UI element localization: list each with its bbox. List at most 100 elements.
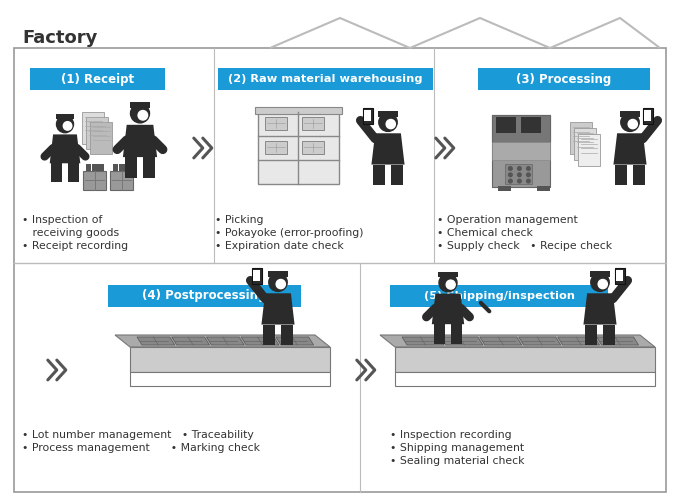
Bar [478,68,650,90]
Bar [615,268,624,284]
Bar [645,110,651,120]
Bar [362,108,373,124]
Bar [130,102,150,108]
Bar [143,157,155,178]
Text: (3) Processing: (3) Processing [516,72,611,86]
Bar [390,285,608,307]
Bar [602,324,615,345]
Bar [263,324,275,345]
Circle shape [517,180,521,183]
Bar [119,164,124,170]
Bar [578,134,600,166]
Bar [99,164,104,170]
Bar [130,347,330,372]
Text: • Inspection of: • Inspection of [22,215,103,225]
Bar [125,164,131,170]
Bar [14,48,666,492]
Bar [574,128,596,160]
Bar [67,164,79,182]
Bar [86,164,91,170]
Circle shape [63,122,72,130]
Polygon shape [519,337,561,345]
Circle shape [517,166,521,170]
Bar [281,324,292,345]
Circle shape [269,273,287,291]
Text: • Pokayoke (error-proofing): • Pokayoke (error-proofing) [215,228,364,238]
Bar [492,114,550,186]
Circle shape [509,166,512,170]
Bar [109,170,133,190]
Bar [254,107,341,114]
Text: (2) Raw material warehousing: (2) Raw material warehousing [228,74,423,84]
Circle shape [379,113,397,132]
Polygon shape [371,134,405,164]
Polygon shape [172,337,209,345]
Bar [395,372,655,386]
Text: (5) Shipping/inspection: (5) Shipping/inspection [424,291,575,301]
Bar [252,268,262,284]
Bar [302,140,324,153]
Bar [125,157,137,178]
Bar [496,117,516,134]
Polygon shape [480,337,522,345]
Circle shape [131,104,150,123]
Bar [130,372,330,386]
Circle shape [517,173,521,176]
Text: • Inspection recording: • Inspection recording [390,430,511,440]
Bar [56,114,74,119]
Bar [82,112,104,144]
Bar [391,164,403,185]
Text: (4) Postprocessing: (4) Postprocessing [142,290,267,302]
Circle shape [509,173,512,176]
Text: Factory: Factory [22,29,97,47]
Circle shape [526,166,530,170]
Polygon shape [441,337,483,345]
Circle shape [439,274,457,292]
Text: • Shipping management: • Shipping management [390,443,524,453]
Bar [83,170,106,190]
Text: • Operation management: • Operation management [437,215,578,225]
Text: • Lot number management   • Traceability: • Lot number management • Traceability [22,430,254,440]
Bar [218,68,433,90]
Bar [643,108,653,124]
Bar [265,140,287,153]
Bar [620,111,640,116]
Bar [492,114,550,141]
Bar [254,270,260,280]
Polygon shape [613,134,647,164]
Polygon shape [596,337,639,345]
Circle shape [386,120,395,128]
Polygon shape [276,337,313,345]
Bar [434,324,445,344]
Text: • Process management      • Marking check: • Process management • Marking check [22,443,260,453]
Bar [378,111,398,116]
Bar [108,285,301,307]
Polygon shape [50,134,80,164]
Circle shape [628,120,637,128]
Text: • Picking: • Picking [215,215,264,225]
Bar [302,116,324,130]
Bar [258,112,339,184]
Polygon shape [380,335,655,347]
Circle shape [138,110,148,120]
Bar [52,164,63,182]
Circle shape [446,280,455,289]
Bar [537,186,550,191]
Polygon shape [402,337,444,345]
Bar [492,142,550,160]
Text: • Chemical check: • Chemical check [437,228,533,238]
Bar [585,324,597,345]
Polygon shape [207,337,244,345]
Text: • Sealing material check: • Sealing material check [390,456,524,466]
Polygon shape [558,337,600,345]
Polygon shape [261,294,294,324]
Text: • Expiration date check: • Expiration date check [215,241,344,251]
Bar [90,122,112,154]
Bar [265,116,287,130]
Bar [30,68,165,90]
Bar [570,122,592,154]
Bar [86,117,108,150]
Polygon shape [241,337,279,345]
Polygon shape [432,294,464,324]
Bar [590,271,610,276]
